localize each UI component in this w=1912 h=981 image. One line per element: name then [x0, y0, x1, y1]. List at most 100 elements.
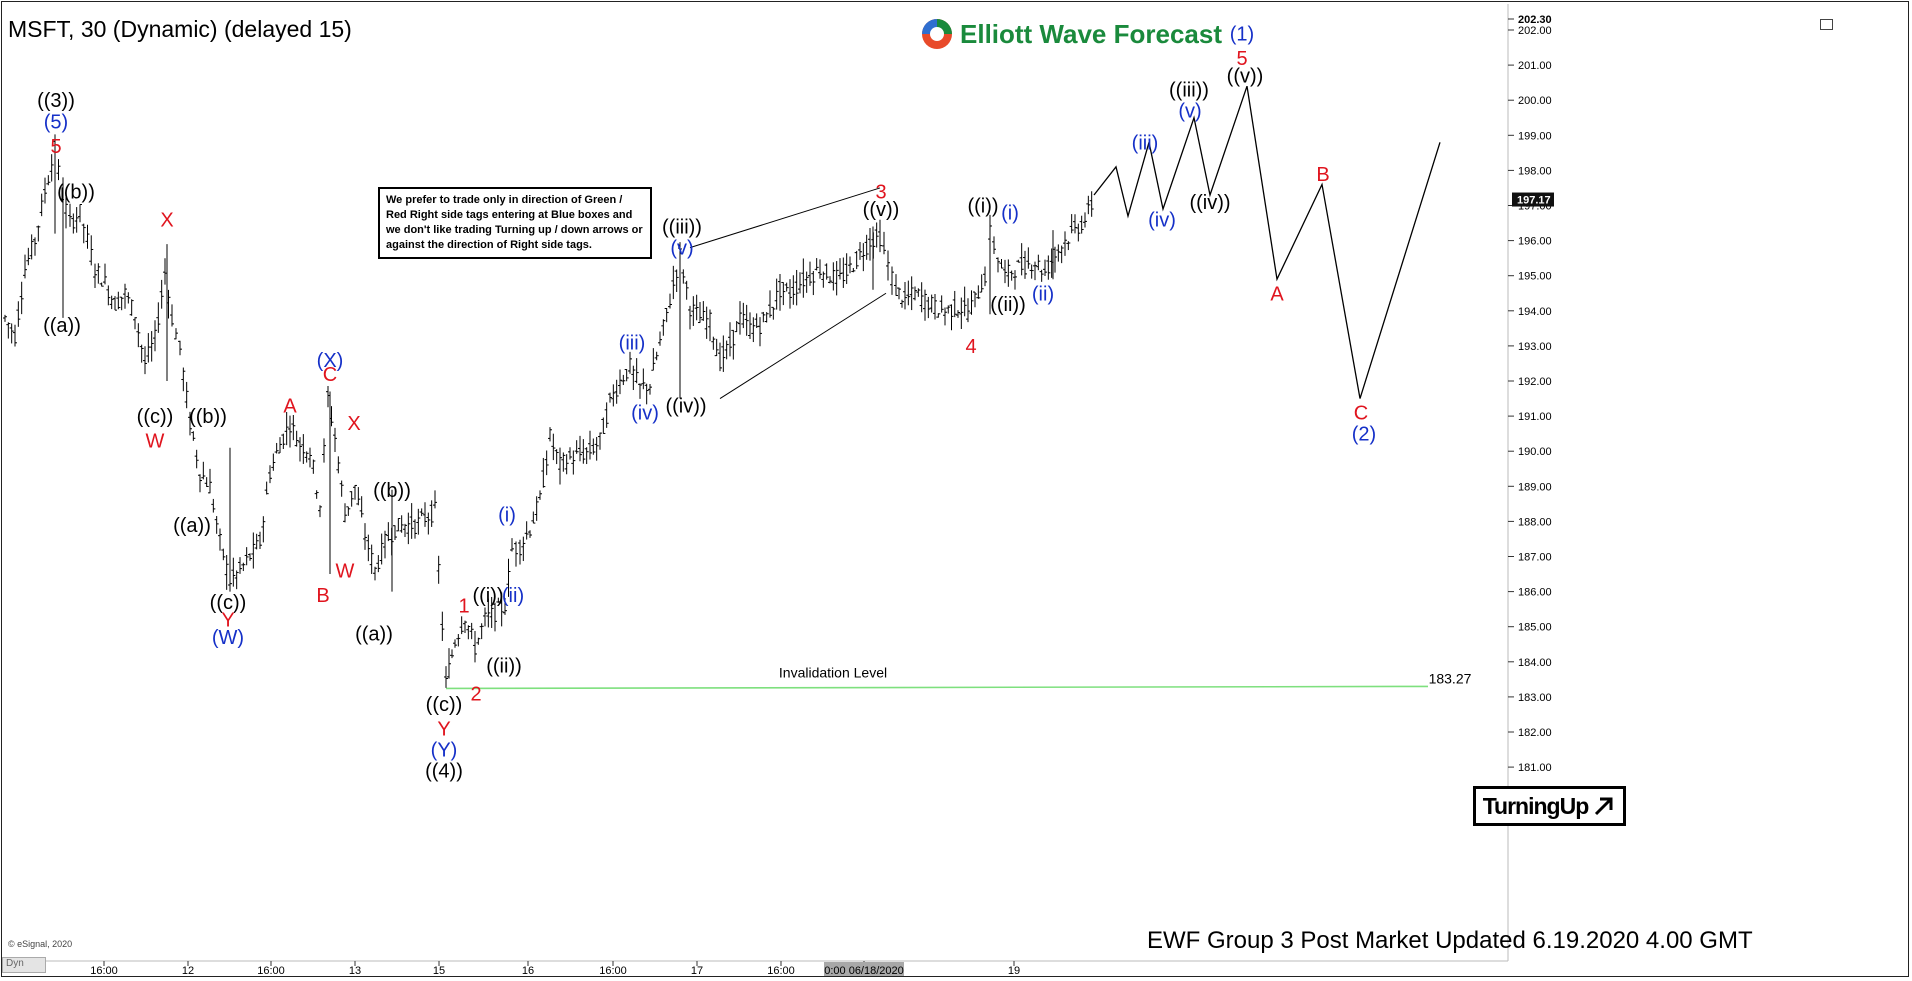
y-tick-label: 193.00 — [1518, 341, 1552, 353]
up-right-arrow-icon — [1595, 797, 1613, 816]
y-tick-label: 200.00 — [1518, 95, 1552, 107]
logo-text: Elliott Wave Forecast — [960, 18, 1222, 49]
wave-label: W — [336, 561, 355, 583]
wave-label: ((b)) — [189, 406, 227, 428]
wave-label: ((b)) — [57, 181, 95, 203]
channel-line-lower — [719, 292, 887, 399]
y-tick-label: 184.00 — [1518, 657, 1552, 669]
wave-label: ((iv)) — [1189, 192, 1230, 214]
wave-label: ((c)) — [210, 592, 247, 614]
wave-label: ((3)) — [37, 90, 75, 112]
y-tick-label: 202.30 — [1518, 14, 1552, 26]
wave-label: (iii) — [1132, 132, 1159, 154]
invalidation-line — [445, 685, 1429, 690]
wave-label: (iv) — [631, 403, 659, 425]
wave-label: (ii) — [502, 585, 524, 607]
y-tick-label: 196.00 — [1518, 236, 1552, 248]
wave-label: 1 — [458, 596, 469, 618]
x-tick-label: 19 — [1008, 965, 1020, 977]
maximize-icon[interactable] — [1820, 19, 1833, 30]
y-tick-label: 191.00 — [1518, 411, 1552, 423]
y-tick-label: 202.00 — [1518, 25, 1552, 37]
wave-label: B — [1316, 164, 1329, 186]
last-price-label: 197.17 — [1517, 195, 1551, 207]
wave-label: ((ii)) — [486, 655, 522, 677]
wave-label: C — [323, 364, 337, 386]
wave-label: ((i)) — [472, 585, 503, 607]
wave-label: ((v)) — [1227, 66, 1264, 88]
wave-label: (v) — [1178, 101, 1201, 123]
y-tick-label: 199.00 — [1518, 130, 1552, 142]
x-tick-label: 16:00 — [599, 965, 627, 977]
x-tick-label: 12 — [182, 965, 194, 977]
wave-label: ((a)) — [173, 515, 211, 537]
wave-label: B — [316, 585, 329, 607]
invalidation-value: 183.27 — [1429, 670, 1472, 686]
last-price-tag — [1512, 192, 1554, 207]
y-tick-label: 198.00 — [1518, 165, 1552, 177]
chart-title: MSFT, 30 (Dynamic) (delayed 15) — [8, 16, 352, 42]
brand-logo: Elliott Wave Forecast — [920, 14, 1222, 54]
wave-label: ((iv)) — [665, 396, 706, 418]
x-tick-label: 13 — [349, 965, 361, 977]
wave-label: ((c)) — [137, 406, 174, 428]
x-tick-label: 17 — [691, 965, 703, 977]
projection-path — [1093, 85, 1441, 399]
wave-label: (2) — [1352, 424, 1376, 446]
wave-label: A — [283, 396, 297, 418]
wave-label: ((a)) — [43, 315, 81, 337]
wave-label: (Y) — [431, 740, 458, 762]
wave-label: ((iii)) — [662, 217, 702, 239]
wave-label: X — [347, 413, 360, 435]
wave-label: (1) — [1230, 24, 1254, 46]
invalidation-label: Invalidation Level — [779, 664, 887, 680]
y-tick-label: 186.00 — [1518, 587, 1552, 599]
y-tick-label: 188.00 — [1518, 516, 1552, 528]
wave-label: 4 — [965, 336, 976, 358]
wave-label: (5) — [44, 111, 68, 133]
wave-label: ((a)) — [355, 624, 393, 646]
x-tick-label: 0:00 06/18/2020 — [824, 965, 904, 977]
wave-label: ((b)) — [373, 480, 411, 502]
y-tick-label: 190.00 — [1518, 446, 1552, 458]
x-tick-label: 15 — [433, 965, 445, 977]
trading-disclaimer: We prefer to trade only in direction of … — [378, 187, 652, 259]
wave-label: (ii) — [1032, 283, 1054, 305]
esignal-copyright: © eSignal, 2020 — [8, 939, 73, 949]
wave-label: Y — [221, 610, 234, 632]
wave-label: Y — [437, 718, 450, 740]
wave-label: (X) — [317, 350, 344, 372]
wave-label: 5 — [50, 136, 61, 158]
y-tick-label: 194.00 — [1518, 306, 1552, 318]
wave-label: (v) — [670, 238, 693, 260]
x-tick-label: 16:00 — [257, 965, 285, 977]
turning-up-badge: TurningUp — [1473, 786, 1626, 826]
wave-label: ((4)) — [425, 761, 463, 783]
wave-label: ((c)) — [426, 694, 463, 716]
y-tick-label: 192.00 — [1518, 376, 1552, 388]
x-tick-label: 16:00 — [90, 965, 118, 977]
logo-mark-icon — [922, 19, 952, 49]
update-footer: EWF Group 3 Post Market Updated 6.19.202… — [1147, 927, 1753, 954]
wave-label: A — [1270, 283, 1284, 305]
wave-label: ((v)) — [863, 199, 900, 221]
wave-label: ((i)) — [967, 196, 998, 218]
x-tick-label: 16:00 — [767, 965, 795, 977]
y-tick-label: 182.00 — [1518, 727, 1552, 739]
channel-line-upper — [689, 187, 881, 249]
wave-label: ((ii)) — [990, 294, 1026, 316]
wave-label: (iii) — [619, 332, 646, 354]
wave-label: (i) — [498, 504, 516, 526]
wave-label: (iv) — [1148, 210, 1176, 232]
wave-label: (W) — [212, 627, 244, 649]
dyn-tab[interactable]: Dyn — [2, 957, 46, 973]
wave-label: X — [160, 210, 173, 232]
y-tick-label: 187.00 — [1518, 552, 1552, 564]
x-tick-label: 16 — [522, 965, 534, 977]
wave-label: ((iii)) — [1169, 80, 1209, 102]
y-tick-label: 181.00 — [1518, 762, 1552, 774]
wave-label: 2 — [470, 683, 481, 705]
wave-label: W — [146, 431, 165, 453]
